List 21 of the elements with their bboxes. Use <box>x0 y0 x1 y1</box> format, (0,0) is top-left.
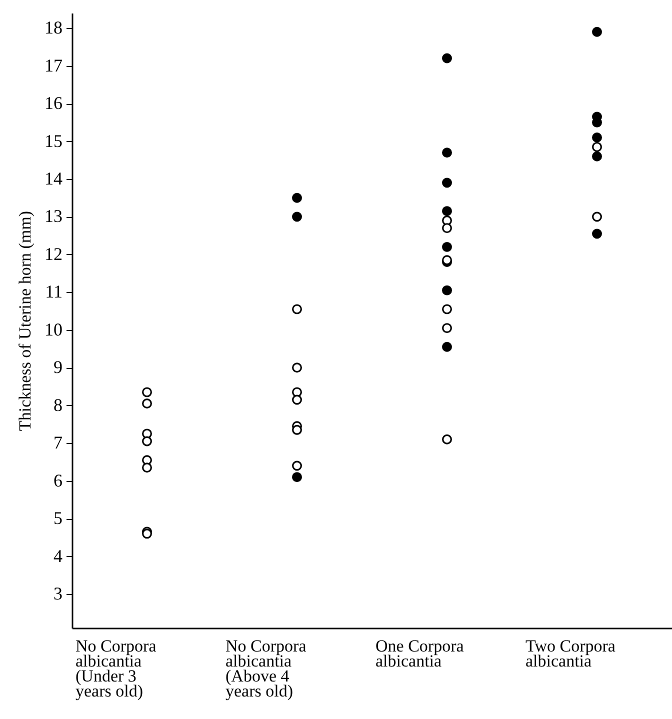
x-tick-label: Two Corpora albicantia <box>526 636 616 670</box>
y-tick-label: 8 <box>54 394 62 415</box>
y-tick-label: 16 <box>44 93 62 114</box>
y-tick-label: 15 <box>44 130 62 151</box>
y-tick-label: 11 <box>45 282 62 302</box>
x-tick-label: No Corpora albicantia (Under 3 years old) <box>76 636 157 700</box>
x-tick-label: No Corpora albicantia (Above 4 years old) <box>226 636 307 700</box>
y-tick-label: 7 <box>54 432 62 453</box>
y-tick-label: 18 <box>44 18 62 38</box>
y-tick-label: 9 <box>54 357 62 378</box>
y-tick-label: 13 <box>44 206 62 226</box>
y-tick-label: 4 <box>54 546 62 566</box>
y-tick-label: 6 <box>54 470 62 490</box>
y-tick-label: 10 <box>44 319 62 340</box>
y-tick-label: 3 <box>54 584 62 604</box>
y-axis-title: Thickness of Uterine horn (mm) <box>16 211 34 431</box>
y-tick-label: 12 <box>44 244 62 264</box>
y-tick-label: 5 <box>54 508 62 528</box>
x-tick-label: One Corpora albicantia <box>376 636 464 670</box>
y-tick-label: 14 <box>44 168 62 189</box>
y-tick-label: 17 <box>44 55 62 76</box>
